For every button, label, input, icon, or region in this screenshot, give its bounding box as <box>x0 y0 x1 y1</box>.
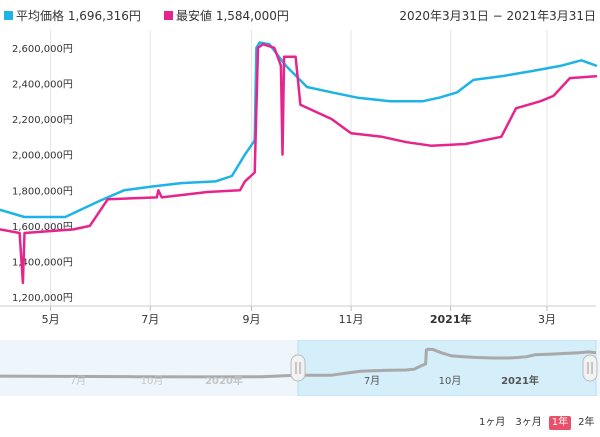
zoom-1month-button[interactable]: 1ヶ月 <box>479 417 506 428</box>
x-tick-label: 2021年 <box>430 312 472 326</box>
y-tick-label: 1,600,000円 <box>12 222 73 233</box>
zoom-2year-button[interactable]: 2年 <box>578 417 595 428</box>
x-tick-label: 3月 <box>538 313 556 326</box>
x-tick-label: 9月 <box>242 313 260 326</box>
y-tick-label: 1,800,000円 <box>12 186 73 197</box>
zoom-1year-button[interactable]: 1年 <box>548 416 572 430</box>
navigator-x-label: 7月 <box>364 375 380 387</box>
navigator-x-label: 2021年 <box>501 374 539 387</box>
navigator-x-label: 7月 <box>70 375 86 387</box>
y-tick-label: 2,000,000円 <box>12 151 73 162</box>
y-tick-label: 1,200,000円 <box>12 293 73 304</box>
y-tick-label: 1,400,000円 <box>12 257 73 268</box>
x-tick-label: 11月 <box>339 313 364 326</box>
range-navigator[interactable]: 7月 10月 2020年 7月 10月 2021年 <box>0 340 600 396</box>
navigator-x-label: 10月 <box>141 375 164 387</box>
navigator-selection[interactable] <box>297 340 597 396</box>
y-tick-label: 2,600,000円 <box>12 44 73 55</box>
price-chart: 5月 7月 9月 11月 2021年 3月 1,200,000円 1,400,000円 1,60… <box>0 30 598 326</box>
legend-item-avg[interactable]: 平均価格 1,696,316円 <box>4 7 141 24</box>
legend-swatch-avg <box>4 11 13 20</box>
chart-header: 平均価格 1,696,316円 最安値 1,584,000円 2020年3月31… <box>0 0 600 30</box>
zoom-selector: 1ヶ月 3ヶ月 1年 2年 <box>476 416 598 430</box>
navigator-x-label: 2020年 <box>205 374 243 387</box>
legend-label-avg: 平均価格 1,696,316円 <box>16 9 141 23</box>
date-range: 2020年3月31日 − 2021年3月31日 <box>399 9 596 23</box>
legend-label-min: 最安値 1,584,000円 <box>176 9 289 23</box>
x-tick-label: 5月 <box>42 313 60 326</box>
zoom-3month-button[interactable]: 3ヶ月 <box>515 417 542 428</box>
y-tick-label: 2,200,000円 <box>12 115 73 126</box>
legend-item-min[interactable]: 最安値 1,584,000円 <box>164 7 289 24</box>
navigator-handle-left[interactable] <box>290 354 306 382</box>
y-tick-label: 2,400,000円 <box>12 79 73 90</box>
navigator-handle-right[interactable] <box>582 354 598 382</box>
handle-body <box>290 354 306 382</box>
legend-swatch-min <box>164 11 173 20</box>
navigator-x-label: 10月 <box>439 375 462 387</box>
x-tick-label: 7月 <box>141 313 159 326</box>
series-line-min <box>0 42 598 285</box>
handle-body <box>582 354 598 382</box>
